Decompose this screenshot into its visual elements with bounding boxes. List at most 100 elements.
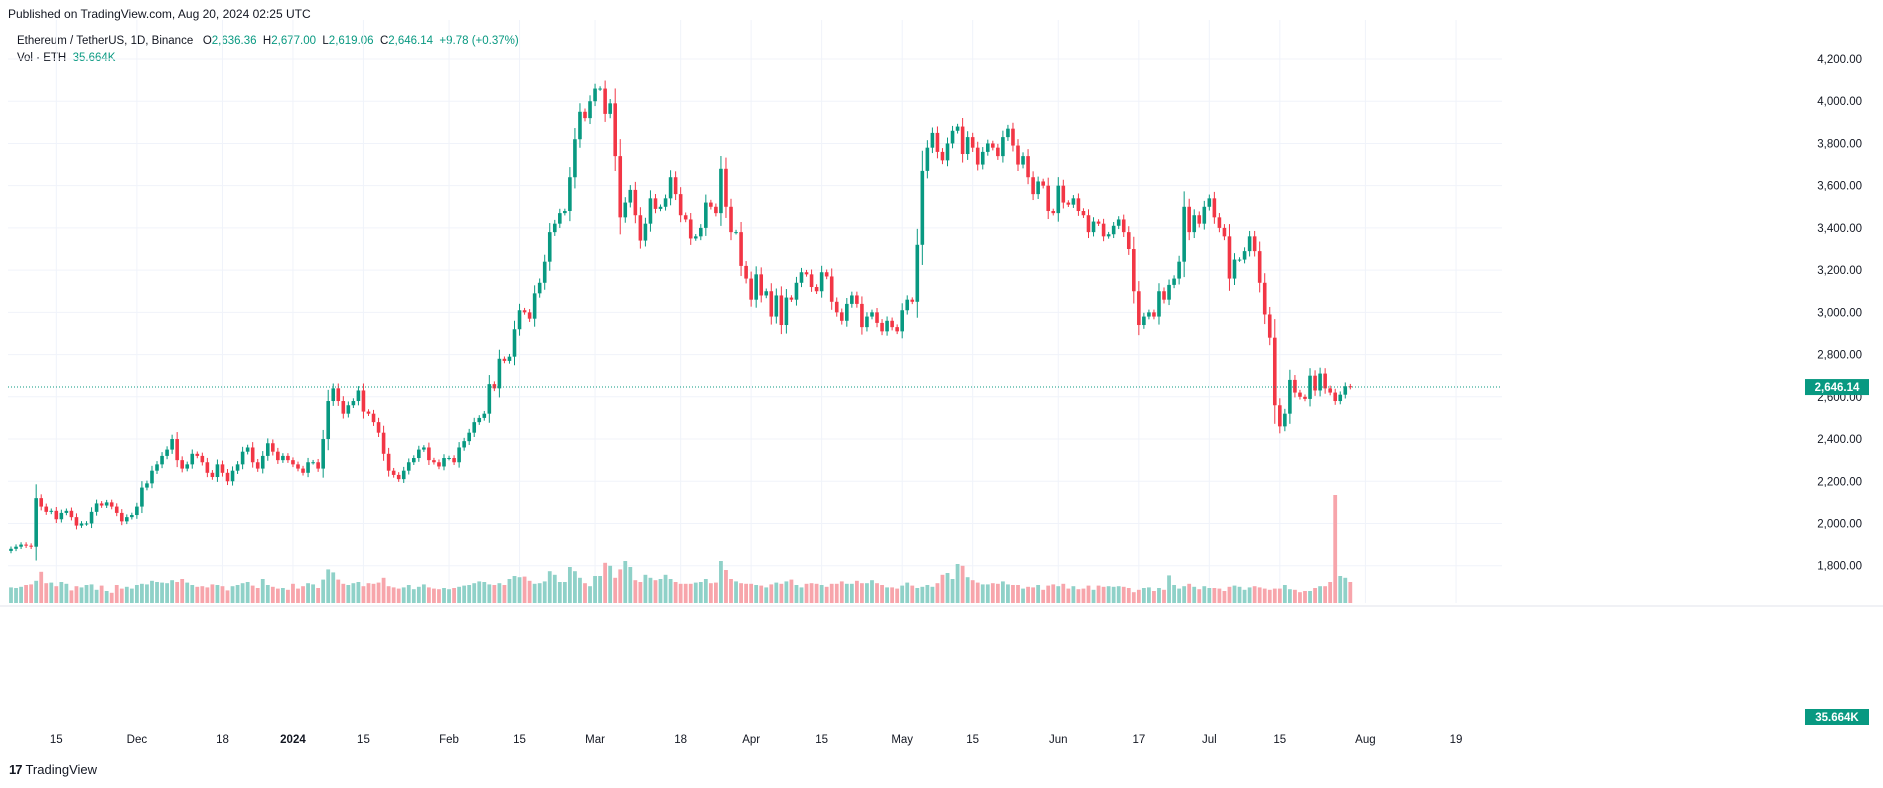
price-tick-label: 2,800.00 <box>1817 350 1862 362</box>
candle-body <box>301 468 305 473</box>
candle-body <box>598 88 602 90</box>
candle-body <box>910 299 915 302</box>
price-tick-label: 3,000.00 <box>1817 307 1862 319</box>
candle-body <box>1041 181 1045 186</box>
last-price-badge-label: 2,646.14 <box>1815 382 1860 394</box>
volume-bar <box>970 580 975 603</box>
volume-bar <box>44 583 49 603</box>
volume-bar <box>1212 588 1217 603</box>
candle-body <box>1106 234 1111 237</box>
volume-bar <box>134 585 139 603</box>
candle-body <box>391 470 396 475</box>
candle-body <box>1207 198 1212 207</box>
candle-body <box>714 206 718 214</box>
time-tick-label: Jun <box>1049 734 1068 746</box>
symbol-title[interactable]: Ethereum / TetherUS, 1D, Binance <box>17 35 194 47</box>
volume-bar <box>170 580 175 603</box>
candle-body <box>784 297 789 326</box>
volume-bar <box>1016 585 1020 603</box>
volume-bar <box>84 585 89 603</box>
candle-body <box>845 303 849 321</box>
candle-body <box>512 329 517 357</box>
candle-body <box>1288 379 1292 414</box>
candle-body <box>698 227 703 237</box>
volume-bar <box>628 567 633 603</box>
candle-body <box>1111 225 1116 235</box>
volume-bar <box>1202 586 1207 603</box>
volume-bar <box>653 580 658 603</box>
candle-body <box>814 287 819 292</box>
candle-body <box>180 460 184 469</box>
time-axis[interactable]: 15 Dec 18 2024 15 Feb 15 Mar 18 Apr 15 May 15 Jun 17 Ju… <box>0 605 1883 746</box>
volume-bar <box>1172 585 1176 603</box>
candle-body <box>804 272 809 275</box>
volume-bar <box>588 586 592 603</box>
volume-bar <box>1323 586 1328 603</box>
volume-bar <box>1162 589 1166 603</box>
candle-body <box>145 483 149 488</box>
volume-bar <box>719 561 723 603</box>
candle-body <box>839 312 844 321</box>
candle-body <box>1132 249 1136 292</box>
candle-body <box>991 143 995 148</box>
candle-body <box>1217 217 1222 228</box>
volume-bar <box>160 582 164 603</box>
candle-body <box>210 472 215 478</box>
high-label: H <box>262 35 272 47</box>
price-axis[interactable]: 1,800.002,000.002,200.002,400.002,600.00… <box>1805 54 1869 725</box>
volume-bar <box>427 587 431 603</box>
candle-body <box>704 202 708 228</box>
candle-body <box>412 458 416 463</box>
candle-body <box>517 310 522 330</box>
volume-bar <box>487 584 492 603</box>
candle-body <box>613 103 617 157</box>
volume-bar <box>643 574 648 603</box>
volume-bar <box>583 583 587 603</box>
candle-body <box>552 223 557 233</box>
candle-body <box>59 512 64 520</box>
volume-bar <box>59 582 64 603</box>
candle-body <box>69 510 74 518</box>
volume-bar <box>1101 586 1106 603</box>
candle-body <box>1227 236 1232 279</box>
candle-body <box>1267 314 1272 338</box>
volume-bar <box>140 583 144 603</box>
candle-body <box>1006 128 1010 138</box>
volume-bar <box>64 583 69 603</box>
volume-bar <box>1287 589 1292 603</box>
candle-body <box>361 390 366 412</box>
volume-bar <box>145 584 149 603</box>
candle-body <box>185 464 190 469</box>
candle-body <box>1091 221 1096 233</box>
volume-bar <box>814 583 819 603</box>
volume-bar <box>995 583 1000 603</box>
candle-body <box>1348 386 1353 388</box>
candle-body <box>1293 379 1297 393</box>
candle-body <box>1303 396 1307 399</box>
volume-bar <box>371 583 376 603</box>
volume-title[interactable]: Vol · ETH <box>17 52 67 64</box>
candle-body <box>724 168 728 207</box>
candle-body <box>64 510 69 513</box>
volume-bar <box>1242 589 1247 603</box>
volume-bar <box>1041 589 1046 603</box>
candle-body <box>265 443 270 456</box>
candle-body <box>1328 388 1332 393</box>
volume-bar <box>1056 586 1061 603</box>
candle-body <box>865 316 869 328</box>
volume-bar <box>890 587 895 603</box>
volume-bar <box>502 585 507 603</box>
candle-body <box>190 453 195 465</box>
candle-body <box>1157 291 1161 317</box>
time-tick-label: Feb <box>439 734 459 746</box>
volume-bar <box>286 589 290 603</box>
volume-bar <box>255 588 260 603</box>
volume-bar <box>1086 585 1091 603</box>
candle-body <box>860 303 864 328</box>
candle-body <box>276 451 280 461</box>
volume-bar <box>935 583 940 603</box>
candle-body <box>1076 198 1081 212</box>
volume-bar <box>920 586 925 603</box>
candle-body <box>371 413 376 423</box>
